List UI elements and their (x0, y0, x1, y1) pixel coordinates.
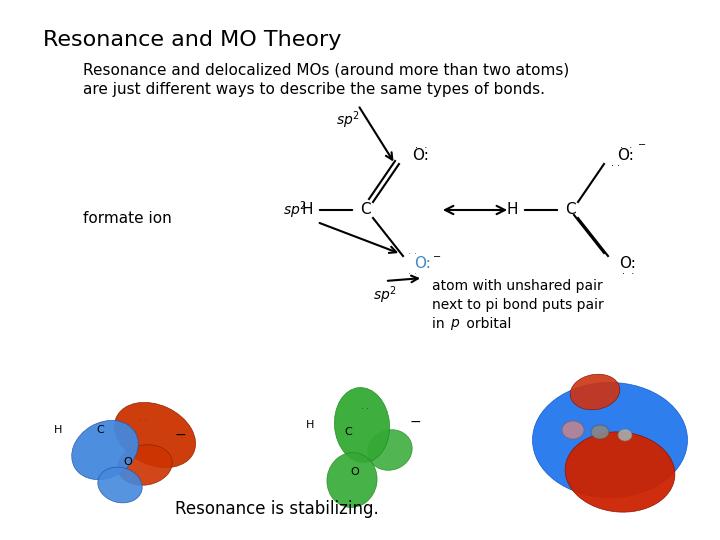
Ellipse shape (591, 425, 609, 439)
Ellipse shape (334, 388, 390, 462)
Text: O: O (351, 467, 359, 477)
Text: C: C (564, 202, 575, 218)
Ellipse shape (117, 445, 172, 485)
Ellipse shape (618, 429, 632, 441)
Text: atom with unshared pair: atom with unshared pair (432, 279, 603, 293)
Text: formate ion: formate ion (83, 211, 171, 226)
Text: orbital: orbital (462, 317, 511, 331)
Ellipse shape (570, 374, 620, 410)
Ellipse shape (327, 453, 377, 508)
Text: are just different ways to describe the same types of bonds.: are just different ways to describe the … (83, 82, 545, 97)
Text: next to pi bond puts pair: next to pi bond puts pair (432, 298, 604, 312)
Text: · ·: · · (139, 417, 147, 427)
Text: Resonance is stabilizing.: Resonance is stabilizing. (176, 500, 379, 518)
Text: H: H (506, 202, 518, 218)
Text: $^{-}$: $^{-}$ (433, 253, 441, 267)
Text: ·  ·: · · (622, 269, 634, 279)
Text: Resonance and delocalized MOs (around more than two atoms): Resonance and delocalized MOs (around mo… (83, 62, 569, 77)
Text: $sp^2$: $sp^2$ (283, 199, 307, 221)
Text: −: − (174, 428, 186, 442)
Text: H: H (301, 202, 312, 218)
Text: in: in (432, 317, 449, 331)
Text: $sp^2$: $sp^2$ (373, 284, 397, 306)
Text: −: − (409, 415, 420, 429)
Ellipse shape (368, 430, 413, 470)
Text: ·  ·: · · (620, 143, 632, 153)
Text: ·  ·: · · (415, 143, 427, 153)
Text: O:: O: (620, 256, 636, 272)
Text: · ·: · · (408, 249, 418, 259)
Ellipse shape (533, 382, 688, 497)
Ellipse shape (114, 402, 196, 468)
Text: H: H (306, 420, 314, 430)
Text: O: O (124, 457, 132, 467)
Text: $sp^2$: $sp^2$ (336, 109, 360, 131)
Text: $^{-}$: $^{-}$ (637, 141, 647, 155)
Text: $p$: $p$ (450, 316, 460, 332)
Ellipse shape (562, 421, 584, 439)
Text: O:: O: (413, 148, 429, 164)
Ellipse shape (98, 467, 143, 503)
Text: · ·: · · (611, 161, 621, 171)
Text: C: C (360, 202, 370, 218)
Text: · ·: · · (408, 269, 418, 279)
Text: C: C (344, 427, 352, 437)
Text: C: C (96, 425, 104, 435)
Text: O:: O: (618, 148, 634, 164)
Text: O:: O: (415, 256, 431, 272)
Ellipse shape (565, 432, 675, 512)
Text: H: H (54, 425, 62, 435)
Text: Resonance and MO Theory: Resonance and MO Theory (43, 30, 341, 50)
Ellipse shape (72, 421, 138, 480)
Text: · ·: · · (361, 406, 369, 415)
